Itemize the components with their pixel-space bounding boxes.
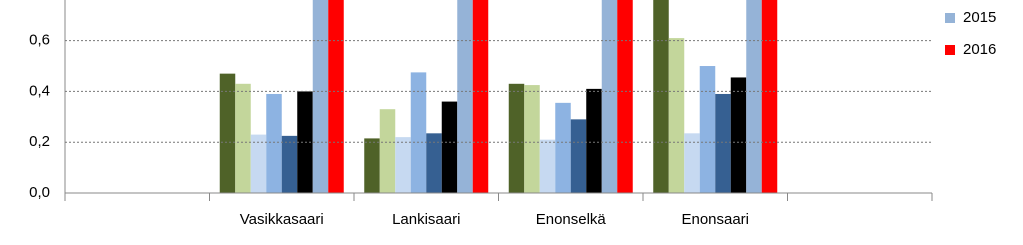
y-tick-label: 0,6 (29, 32, 50, 49)
bar (668, 38, 685, 193)
bar (570, 119, 587, 193)
bar (699, 66, 716, 193)
bar (281, 135, 298, 193)
bar (364, 138, 380, 193)
bar (441, 101, 458, 193)
bar (586, 88, 602, 193)
y-tick-label: 0,0 (29, 184, 50, 201)
y-tick-label: 0,4 (29, 82, 50, 99)
legend-label: 2015 (963, 9, 996, 26)
bar (410, 72, 427, 193)
bar (601, 0, 618, 193)
bar (508, 83, 525, 193)
legend-swatch (945, 13, 955, 23)
bar (395, 137, 411, 193)
bar (684, 133, 700, 193)
bar (617, 0, 633, 193)
bar (653, 0, 669, 193)
bar (426, 133, 442, 193)
bar (219, 73, 236, 193)
bar (761, 0, 778, 193)
x-tick-label: Enonselkä (536, 211, 607, 228)
bar (250, 134, 267, 193)
bar (746, 0, 762, 193)
plot-area (219, 0, 778, 193)
legend-label: 2016 (963, 41, 996, 58)
bar (715, 93, 731, 193)
bar (457, 0, 473, 193)
x-tick-label: Lankisaari (392, 211, 460, 228)
bar (555, 102, 571, 193)
bar (524, 85, 540, 193)
bar (328, 0, 344, 193)
bar (379, 109, 396, 193)
bar (312, 0, 329, 193)
bar (539, 139, 556, 193)
bar (235, 83, 251, 193)
bar (730, 77, 747, 193)
bar (266, 93, 282, 193)
x-tick-label: Enonsaari (681, 211, 749, 228)
y-tick-label: 0,2 (29, 133, 50, 150)
legend-swatch (945, 45, 955, 55)
bar (472, 0, 489, 193)
x-tick-label: Vasikkasaari (240, 211, 324, 228)
